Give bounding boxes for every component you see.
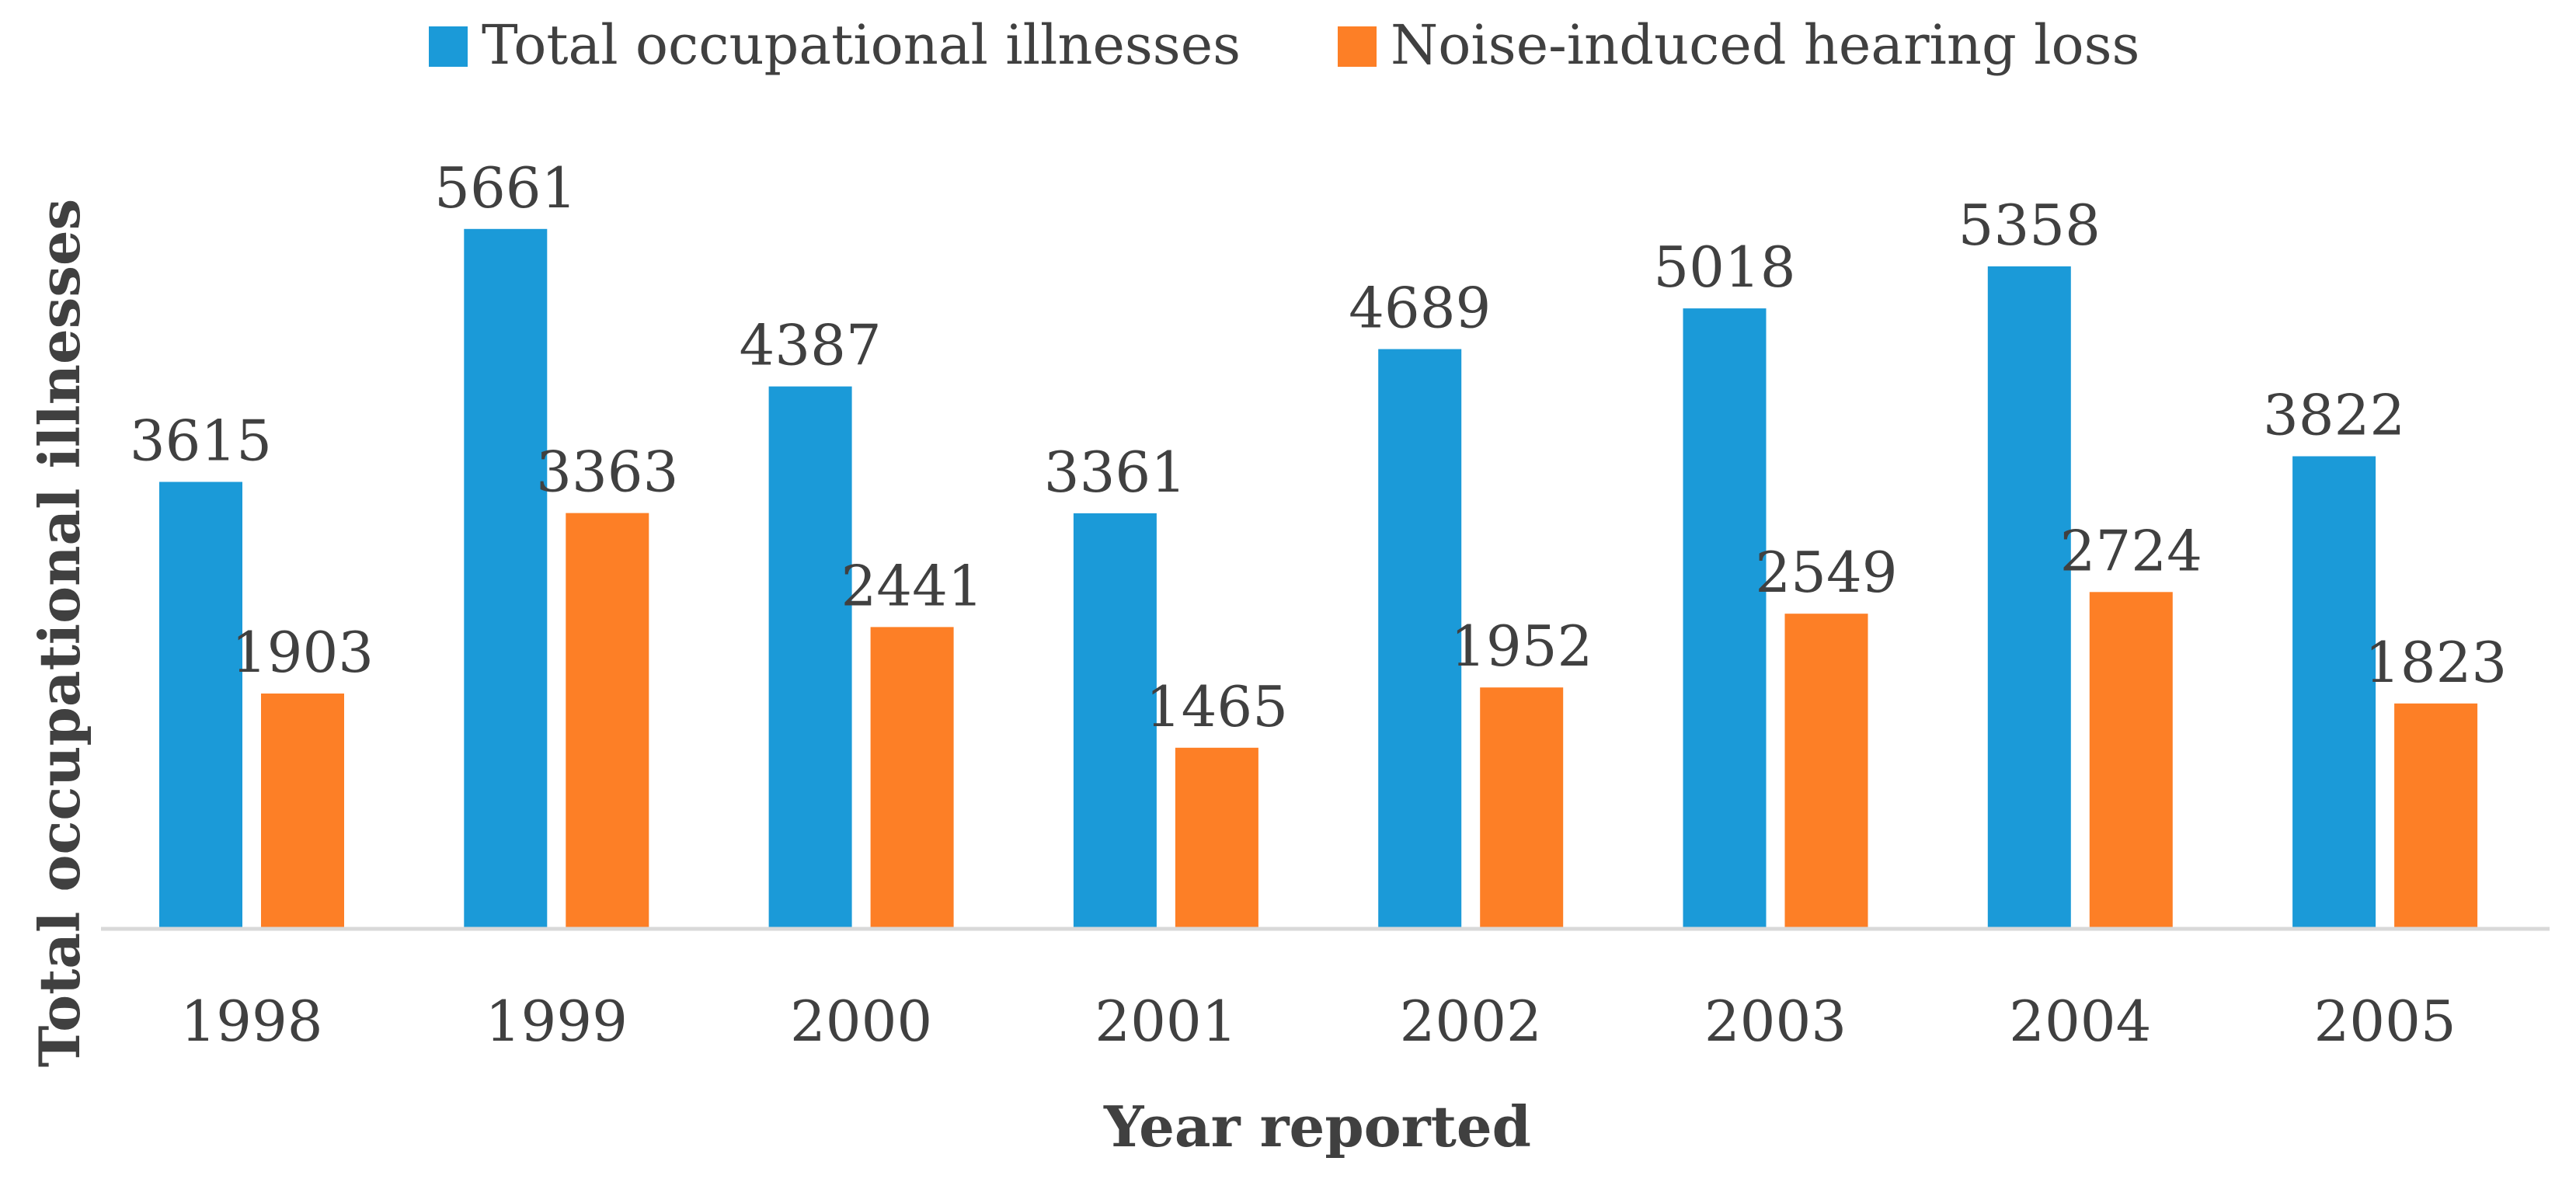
x-tick-label-2001: 2001 [1095, 989, 1237, 1054]
x-tick-label-2002: 2002 [1400, 989, 1542, 1054]
legend-swatch-total-occupational-illnesses [429, 26, 468, 67]
data-label-noise-induced-hearing-loss-1999: 3363 [536, 440, 678, 505]
data-label-noise-induced-hearing-loss-1998: 1903 [231, 620, 374, 685]
data-label-total-occupational-illnesses-1998: 3615 [130, 409, 272, 474]
data-label-noise-induced-hearing-loss-2004: 2724 [2060, 518, 2202, 583]
data-label-total-occupational-illnesses-2004: 5358 [1958, 193, 2101, 258]
data-label-total-occupational-illnesses-2000: 4387 [739, 313, 881, 378]
x-tick-labels-layer: 1998 1999 2000 2001 2002 2003 2004 2005 [180, 989, 2456, 1054]
bar-total-occupational-illnesses-2001 [1073, 513, 1157, 929]
x-tick-label-1998: 1998 [180, 989, 322, 1054]
bar-total-occupational-illnesses-1998 [159, 482, 242, 929]
x-tick-label-2004: 2004 [2009, 989, 2151, 1054]
data-label-noise-induced-hearing-loss-2003: 2549 [1755, 540, 1897, 605]
data-label-noise-induced-hearing-loss-2002: 1952 [1450, 614, 1593, 679]
legend-swatch-noise-induced-hearing-loss [1338, 26, 1377, 67]
data-label-total-occupational-illnesses-2003: 5018 [1653, 235, 1795, 300]
bar-noise-induced-hearing-loss-1998 [261, 694, 344, 929]
bar-total-occupational-illnesses-2002 [1378, 349, 1462, 929]
legend-label-total-occupational-illnesses: Total occupational illnesses [482, 13, 1241, 77]
bar-total-occupational-illnesses-1999 [464, 228, 548, 929]
bar-total-occupational-illnesses-2003 [1683, 308, 1767, 930]
legend: Total occupational illnesses Noise-induc… [429, 13, 2139, 77]
bar-total-occupational-illnesses-2000 [768, 386, 852, 930]
x-axis-title: Year reported [1103, 1093, 1531, 1159]
bars-layer [159, 228, 2478, 930]
data-label-total-occupational-illnesses-2001: 3361 [1044, 440, 1186, 505]
bar-noise-induced-hearing-loss-2005 [2394, 703, 2478, 929]
bar-noise-induced-hearing-loss-2004 [2089, 592, 2173, 929]
legend-label-noise-induced-hearing-loss: Noise-induced hearing loss [1391, 13, 2139, 77]
data-label-noise-induced-hearing-loss-2005: 1823 [2365, 630, 2507, 695]
x-tick-label-1999: 1999 [486, 989, 628, 1054]
data-label-noise-induced-hearing-loss-2001: 1465 [1146, 674, 1288, 739]
bar-noise-induced-hearing-loss-2002 [1480, 687, 1564, 929]
data-labels-layer: 3615 1903 5661 3363 4387 2441 3361 1465 4689 1952… [130, 155, 2507, 739]
x-tick-label-2005: 2005 [2313, 989, 2456, 1054]
data-label-total-occupational-illnesses-2005: 3822 [2263, 383, 2405, 448]
bar-noise-induced-hearing-loss-2003 [1784, 614, 1868, 929]
x-tick-label-2003: 2003 [1704, 989, 1847, 1054]
bar-noise-induced-hearing-loss-1999 [566, 513, 649, 929]
x-tick-label-2000: 2000 [790, 989, 932, 1054]
y-axis-title: Total occupational illnesses [26, 199, 92, 1067]
data-label-noise-induced-hearing-loss-2000: 2441 [841, 553, 983, 618]
bar-noise-induced-hearing-loss-2001 [1175, 747, 1258, 929]
bar-total-occupational-illnesses-2005 [2292, 456, 2376, 929]
bar-noise-induced-hearing-loss-2000 [870, 627, 954, 929]
bar-total-occupational-illnesses-2004 [1987, 266, 2071, 929]
data-label-total-occupational-illnesses-2002: 4689 [1349, 276, 1491, 341]
data-label-total-occupational-illnesses-1999: 5661 [434, 155, 576, 221]
